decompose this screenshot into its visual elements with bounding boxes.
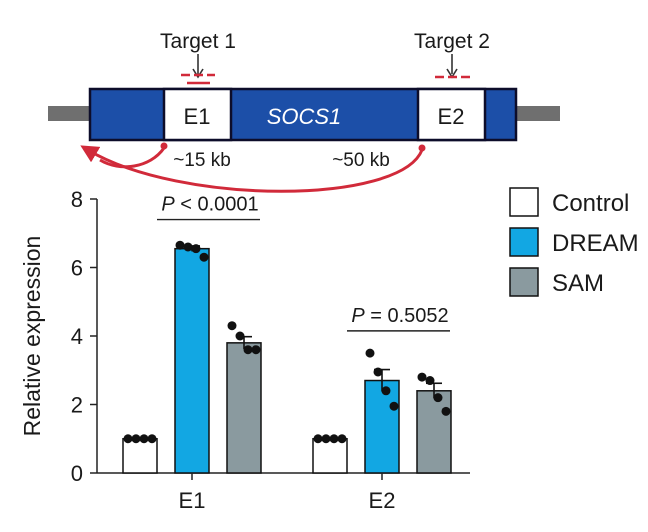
bar-sam-e1 bbox=[226, 342, 262, 474]
loop-arc-outer bbox=[80, 145, 424, 193]
target-1-label: Target 1 bbox=[160, 30, 236, 53]
exon-2-label: E2 bbox=[438, 104, 465, 129]
data-point bbox=[365, 348, 375, 358]
y-tick-label: 2 bbox=[71, 393, 83, 418]
legend-label-dream: DREAM bbox=[552, 230, 639, 257]
bar-dream-e1 bbox=[174, 247, 210, 474]
bar-dream-e2 bbox=[364, 379, 400, 474]
data-point bbox=[139, 434, 149, 444]
distance-1-label: ~15 kb bbox=[173, 150, 231, 171]
data-point bbox=[417, 372, 427, 382]
p-value-label: P = 0.5052 bbox=[351, 305, 448, 327]
data-point bbox=[243, 345, 253, 355]
data-point bbox=[147, 434, 157, 444]
data-point bbox=[313, 434, 323, 444]
data-point bbox=[321, 434, 331, 444]
data-point bbox=[251, 345, 261, 355]
target-2-label: Target 2 bbox=[414, 30, 490, 53]
y-tick-label: 0 bbox=[71, 461, 83, 486]
data-point bbox=[227, 321, 237, 331]
data-point bbox=[373, 367, 383, 377]
data-point bbox=[199, 252, 209, 262]
legend-label-sam: SAM bbox=[552, 270, 604, 297]
bar-sam-e2 bbox=[416, 390, 452, 474]
data-point bbox=[123, 434, 133, 444]
x-tick-label: E1 bbox=[179, 488, 206, 513]
arc-anchor-1 bbox=[160, 142, 168, 150]
distance-2-label: ~50 kb bbox=[332, 150, 390, 171]
data-point bbox=[131, 434, 141, 444]
target-1-arrowhead bbox=[192, 68, 204, 79]
gene-diagram: E1 E2 SOCS1 Target 1 Target 2 ~15 kb ~50… bbox=[48, 30, 560, 193]
y-axis-label: Relative expression bbox=[19, 236, 45, 437]
legend-swatch-dream bbox=[509, 227, 539, 257]
y-tick-label: 4 bbox=[71, 324, 83, 349]
x-tick-label: E2 bbox=[369, 488, 396, 513]
loop-arc-inner bbox=[99, 147, 166, 169]
exon-1-box bbox=[162, 87, 233, 142]
data-point bbox=[183, 242, 193, 252]
y-tick-label: 8 bbox=[71, 187, 83, 212]
exon-1-label: E1 bbox=[184, 104, 211, 129]
data-point bbox=[191, 244, 201, 254]
bar-control-e1 bbox=[122, 438, 158, 474]
right-flank bbox=[516, 106, 560, 121]
legend: Control DREAM SAM bbox=[509, 187, 639, 297]
y-tick-label: 6 bbox=[71, 256, 83, 281]
data-point bbox=[329, 434, 339, 444]
data-point bbox=[425, 376, 435, 386]
exon-2-box bbox=[416, 87, 487, 142]
legend-label-control: Control bbox=[552, 190, 629, 217]
legend-swatch-sam bbox=[509, 267, 539, 297]
bar-chart: Relative expression 0 2 4 6 8 P < 0.0001 P = … bbox=[19, 187, 639, 513]
data-point bbox=[389, 401, 399, 411]
arc-anchor-2 bbox=[418, 144, 426, 152]
data-point bbox=[175, 240, 185, 250]
data-point bbox=[235, 331, 245, 341]
p-value-label: P < 0.0001 bbox=[161, 194, 258, 216]
data-point bbox=[433, 393, 443, 403]
data-point bbox=[381, 386, 391, 396]
bar-control-e2 bbox=[312, 438, 348, 474]
data-point bbox=[441, 406, 451, 416]
gene-label: SOCS1 bbox=[267, 104, 342, 129]
legend-swatch-control bbox=[509, 187, 539, 217]
left-flank bbox=[48, 106, 90, 121]
data-point bbox=[337, 434, 347, 444]
